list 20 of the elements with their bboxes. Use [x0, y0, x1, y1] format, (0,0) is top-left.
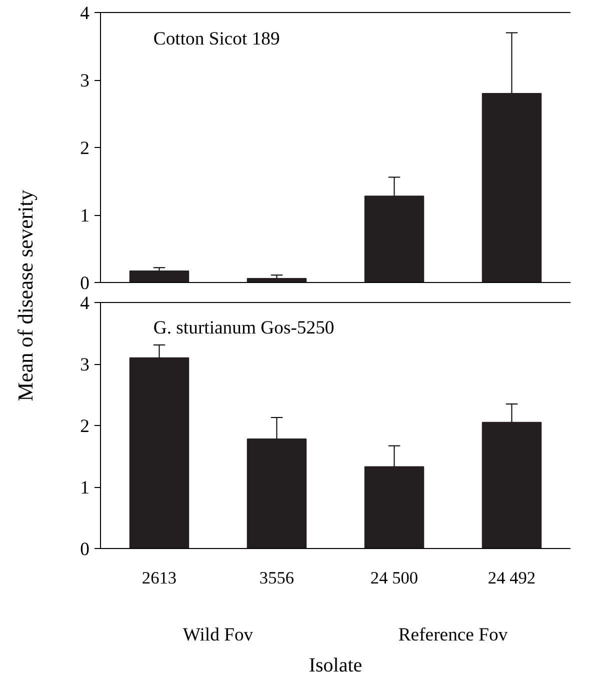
- y-tick-label: 4: [80, 293, 90, 314]
- x-tick-label: 3556: [259, 568, 294, 588]
- text: Cotton Sicot 189: [153, 28, 280, 50]
- y-tick-label: 1: [80, 478, 90, 498]
- y-tick-label: 0: [80, 539, 90, 560]
- x-tick-label: 24 492: [488, 568, 536, 588]
- x-tick-label: 2613: [142, 568, 177, 588]
- y-tick-label: 4: [80, 3, 90, 24]
- y-tick-label: 0: [80, 273, 90, 294]
- y-tick-label: 1: [80, 206, 90, 226]
- y-axis-title: Mean of disease severity: [14, 189, 38, 402]
- text: Wild Fov: [182, 624, 254, 646]
- text: G. sturtianum Gos-5250: [153, 317, 334, 338]
- y-tick-label: 3: [80, 354, 90, 376]
- x-axis-title: Isolate: [308, 654, 362, 676]
- y-tick-label: 3: [80, 70, 90, 92]
- x-tick-label: 24 500: [370, 568, 418, 588]
- y-tick-label: 2: [80, 138, 90, 159]
- text: Reference Fov: [398, 624, 508, 646]
- y-tick-label: 2: [80, 416, 90, 437]
